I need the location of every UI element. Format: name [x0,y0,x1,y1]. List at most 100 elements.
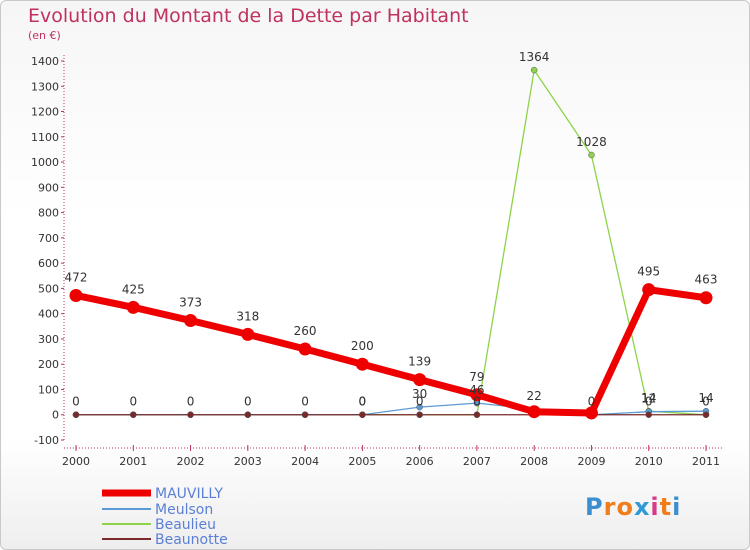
x-tick-label: 2005 [348,455,376,468]
y-tick-label: 500 [38,282,59,295]
y-tick-label: 100 [38,383,59,396]
data-point [184,313,198,327]
y-tick-label: 1100 [31,131,59,144]
data-point [473,411,481,418]
y-tick-label: 1400 [31,55,59,68]
data-label: 0 [187,395,195,409]
x-tick-label: 2002 [177,455,205,468]
data-label: 0 [645,395,653,409]
data-point [244,411,252,418]
y-tick-label: 800 [38,207,59,220]
data-point [642,283,656,297]
x-tick-label: 2003 [234,455,262,468]
logo-letter: P [585,493,604,521]
data-label: 30 [412,387,427,401]
data-label: 0 [588,395,596,409]
x-tick-label: 2011 [692,455,720,468]
chart-unit: (en €) [28,29,61,42]
chart-title: Evolution du Montant de la Dette par Hab… [28,5,469,27]
x-tick-label: 2001 [119,455,147,468]
y-tick-label: 900 [38,181,59,194]
series-line-meulson [76,402,707,416]
x-tick-label: 2007 [463,455,491,468]
data-point [416,403,423,411]
data-label: 22 [527,389,542,403]
y-tick-label: 600 [38,257,59,270]
logo-letter: r [603,493,617,521]
x-tick-label: 2004 [291,455,319,468]
proxiti-logo: Proxiti [585,493,681,521]
data-label: 0 [702,395,710,409]
data-point [301,411,309,418]
series-line-mauvilly [75,286,707,417]
legend-label: Meulson [155,502,213,518]
data-label: 14 [641,391,656,405]
legend-label: Beaulieu [155,517,216,533]
data-label: 260 [294,324,317,338]
data-label: 495 [637,265,660,279]
x-tick-label: 2009 [577,455,605,468]
logo-letter: o [616,493,634,521]
logo-letter: i [672,493,682,521]
data-label: 12 [641,392,656,406]
y-tick-label: 1200 [31,106,59,119]
data-label: 0 [129,395,137,409]
y-tick-label: 300 [38,333,59,346]
data-label: 0 [244,395,252,409]
data-point [702,411,710,418]
data-point [699,291,713,305]
x-tick-label: 2006 [406,455,434,468]
y-tick-label: 400 [38,308,59,321]
data-point [470,388,484,402]
x-tick-label: 2008 [520,455,548,468]
data-label: 0 [301,395,309,409]
y-tick-label: 700 [38,232,59,245]
logo-letter: x [633,493,651,521]
data-label: 0 [359,395,367,409]
data-point [527,405,541,419]
y-tick-label: 1300 [31,80,59,93]
data-point [126,300,140,314]
data-label: 0 [72,395,80,409]
y-tick-label: 200 [38,358,59,371]
data-point [355,357,369,371]
logo-letter: t [659,493,673,521]
x-tick-label: 2000 [62,455,90,468]
y-tick-label: 0 [52,409,59,422]
data-point [359,411,366,418]
y-tick-label: 1000 [31,156,59,169]
logo-letter: i [650,493,660,521]
data-label: 0 [416,395,424,409]
data-label: 46 [469,383,484,397]
data-point [187,411,194,418]
data-label: 1364 [519,50,550,64]
data-label: 0 [473,395,481,409]
data-point [69,288,83,302]
x-tick-label: 2010 [635,455,663,468]
data-point [241,327,255,341]
data-label: 200 [351,339,374,353]
data-label: 14 [698,391,713,405]
data-label: 318 [236,309,259,323]
data-label: 0 [359,395,367,409]
data-label: 1028 [576,135,607,149]
y-tick-label: -100 [34,434,59,447]
legend-label: Beaunotte [155,532,228,548]
data-point [584,406,598,420]
legend-label: MAUVILLY [155,486,223,502]
data-point [645,411,652,418]
data-point [130,411,137,418]
data-point [413,373,427,387]
data-point [588,151,595,159]
data-label: 425 [122,282,145,296]
data-point [72,411,80,418]
data-point [416,411,423,418]
data-label: 373 [179,295,202,309]
data-point [298,342,312,356]
data-point [530,66,538,74]
data-label: 463 [695,273,718,287]
data-label: 79 [469,370,484,384]
data-label: 139 [408,355,431,369]
